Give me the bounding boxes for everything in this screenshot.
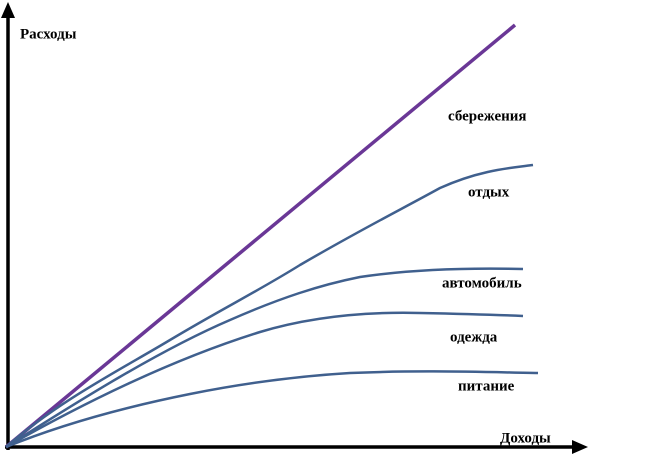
x-axis-arrow (572, 440, 588, 454)
car-curve (5, 267, 524, 449)
curve-label: сбережения (448, 108, 527, 124)
curve-label: питание (458, 378, 515, 394)
clothes-curve (5, 311, 524, 449)
curve-label: одежда (450, 329, 498, 345)
curve-label: автомобиль (442, 275, 522, 291)
curve-label: отдых (468, 184, 510, 200)
x-axis-label: Доходы (500, 430, 551, 446)
food-curve (5, 370, 539, 449)
y-axis-arrow (1, 2, 15, 18)
y-axis-label: Расходы (20, 26, 77, 42)
leisure-curve (5, 163, 534, 448)
savings-line (4, 23, 517, 449)
